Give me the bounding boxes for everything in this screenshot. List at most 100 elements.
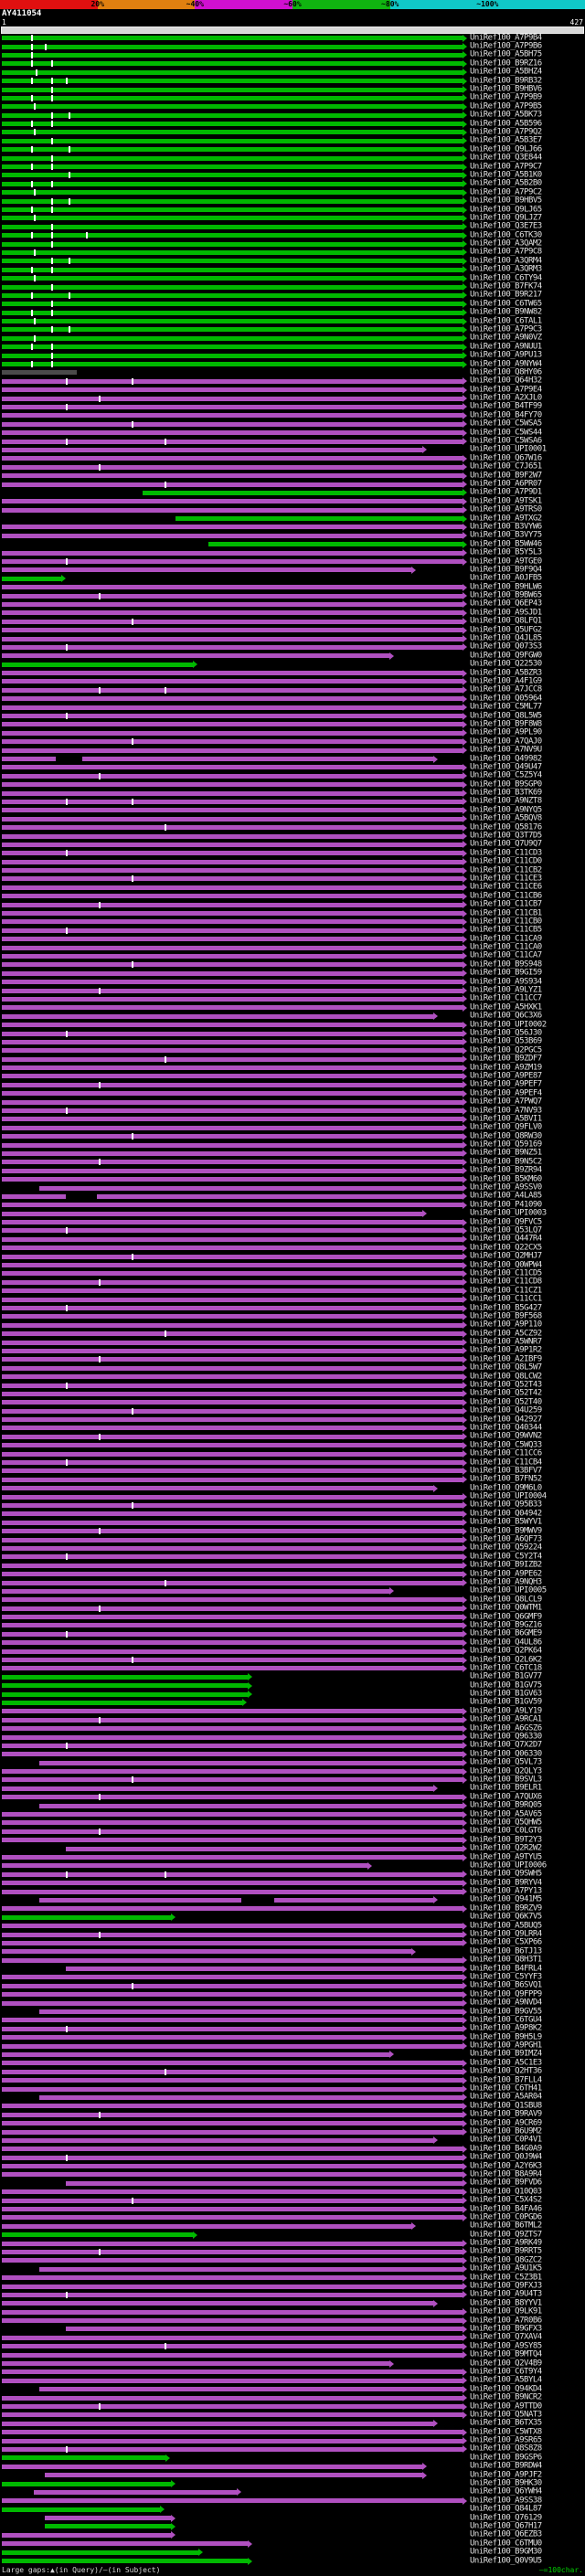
hit-bar[interactable] [2, 1306, 463, 1310]
hit-bar[interactable] [2, 1477, 463, 1482]
hit-label[interactable]: UniRef100_C5Z5Y4 [470, 770, 542, 780]
hit-label[interactable]: UniRef100_Q8L5W5 [470, 711, 542, 721]
hit-bar[interactable] [2, 1597, 463, 1603]
hit-label[interactable]: UniRef100_A9P1R2 [470, 1345, 542, 1355]
hit-bar[interactable] [2, 2147, 463, 2152]
hit-label[interactable]: UniRef100_C0PGD6 [470, 2212, 542, 2222]
hit-bar[interactable] [2, 714, 463, 719]
hit-bar[interactable] [2, 644, 463, 650]
hit-label[interactable]: UniRef100_C11CD0 [470, 856, 542, 866]
hit-bar[interactable] [2, 130, 463, 135]
hit-label[interactable]: UniRef100_Q2V4B9 [470, 2359, 542, 2369]
hit-label[interactable]: UniRef100_B9T2Y3 [470, 1835, 542, 1845]
hit-bar[interactable] [2, 1297, 463, 1302]
hit-label[interactable]: UniRef100_A7PWQ7 [470, 1097, 542, 1107]
hit-label[interactable]: UniRef100_Q6K7V5 [470, 1912, 542, 1922]
hit-bar[interactable] [2, 482, 463, 487]
hit-bar[interactable] [2, 2215, 463, 2221]
hit-label[interactable]: UniRef100_A5B3E7 [470, 135, 542, 145]
hit-bar[interactable] [38, 1803, 463, 1808]
hit-bar[interactable] [2, 2189, 463, 2195]
hit-label[interactable]: UniRef100_C6TMU0 [470, 2539, 542, 2549]
hit-label[interactable]: UniRef100_A7NV93 [470, 1106, 542, 1116]
hit-bar[interactable] [38, 1760, 463, 1765]
hit-label[interactable]: UniRef100_Q2HT36 [470, 2066, 542, 2076]
hit-bar[interactable] [2, 1769, 463, 1775]
hit-bar[interactable] [2, 1932, 463, 1937]
hit-bar[interactable] [2, 2104, 463, 2109]
hit-bar[interactable] [2, 1460, 463, 1466]
hit-label[interactable]: UniRef100_B9GFX3 [470, 2324, 542, 2334]
hit-label[interactable]: UniRef100_A5C1E3 [470, 2058, 542, 2068]
hit-label[interactable]: UniRef100_Q3T7D5 [470, 831, 542, 841]
hit-label[interactable]: UniRef100_Q5QHW5 [470, 1818, 542, 1828]
hit-bar[interactable] [2, 233, 463, 239]
hit-bar[interactable] [2, 1494, 463, 1500]
hit-label[interactable]: UniRef100_B6SVQ1 [470, 1980, 542, 1990]
hit-bar[interactable] [2, 2549, 198, 2555]
hit-label[interactable]: UniRef100_Q9FLV0 [470, 1122, 542, 1132]
hit-bar[interactable] [2, 1322, 463, 1328]
hit-bar[interactable] [2, 1348, 463, 1353]
hit-label[interactable]: UniRef100_Q9M6L0 [470, 1483, 542, 1493]
hit-label[interactable]: UniRef100_C11CA0 [470, 942, 542, 952]
hit-bar[interactable] [2, 1855, 463, 1860]
hit-label[interactable]: UniRef100_A5CZ92 [470, 1329, 542, 1339]
hit-bar[interactable] [2, 1417, 463, 1423]
hit-bar[interactable] [2, 773, 463, 779]
hit-bar[interactable] [2, 1246, 463, 1251]
hit-bar[interactable] [2, 2541, 248, 2547]
hit-bar[interactable] [2, 1924, 463, 1929]
hit-bar[interactable] [2, 559, 463, 565]
hit-label[interactable]: UniRef100_C11CD5 [470, 1268, 542, 1278]
hit-label[interactable]: UniRef100_A5B1K0 [470, 170, 542, 180]
hit-label[interactable]: UniRef100_C6TW65 [470, 299, 542, 309]
hit-label[interactable]: UniRef100_B9GM30 [470, 2547, 542, 2557]
hit-label[interactable]: UniRef100_C0P4V1 [470, 2135, 542, 2145]
hit-label[interactable]: UniRef100_A9U4T3 [470, 2289, 542, 2299]
hit-label[interactable]: UniRef100_C5Z3B1 [470, 2273, 542, 2283]
hit-label[interactable]: UniRef100_A9PJF2 [470, 2470, 542, 2480]
hit-bar[interactable] [2, 782, 463, 788]
hit-bar[interactable] [2, 292, 463, 298]
hit-label[interactable]: UniRef100_A7PY13 [470, 1886, 542, 1896]
hit-bar[interactable] [2, 1400, 463, 1405]
hit-label[interactable]: UniRef100_B7FK74 [470, 281, 542, 292]
hit-bar[interactable] [2, 2026, 463, 2031]
hit-bar[interactable] [2, 241, 463, 247]
hit-label[interactable]: UniRef100_C11CB2 [470, 865, 542, 875]
hit-label[interactable]: UniRef100_C6TY94 [470, 273, 542, 283]
hit-bar[interactable] [2, 610, 463, 616]
hit-label[interactable]: UniRef100_C5WTX8 [470, 2427, 542, 2437]
hit-bar[interactable] [2, 1091, 463, 1097]
hit-label[interactable]: UniRef100_Q9LRR4 [470, 1929, 542, 1939]
hit-bar[interactable] [2, 730, 463, 736]
hit-bar[interactable] [2, 2172, 463, 2178]
hit-bar[interactable] [2, 1863, 368, 1869]
hit-bar[interactable] [2, 1005, 463, 1011]
hit-bar[interactable] [2, 2241, 463, 2246]
hit-label[interactable]: UniRef100_A9LY19 [470, 1706, 542, 1716]
hit-label[interactable]: UniRef100_Q2R2W2 [470, 1843, 542, 1853]
hit-bar[interactable] [2, 1203, 463, 1208]
hit-label[interactable]: UniRef100_B4G0A9 [470, 2144, 542, 2154]
hit-label[interactable]: UniRef100_C11CB4 [470, 1458, 542, 1468]
hit-bar[interactable] [2, 95, 463, 101]
hit-bar[interactable] [2, 1134, 463, 1140]
hit-label[interactable]: UniRef100_Q53LQ7 [470, 1225, 542, 1235]
hit-bar[interactable] [2, 1391, 463, 1396]
hit-bar[interactable] [2, 224, 463, 229]
hit-bar[interactable] [2, 1271, 463, 1277]
hit-bar[interactable] [2, 1545, 463, 1551]
hit-bar[interactable] [143, 490, 463, 495]
hit-bar[interactable] [2, 69, 463, 75]
hit-label[interactable]: UniRef100_Q7X2D7 [470, 1740, 542, 1750]
hit-label[interactable]: UniRef100_Q9WVN2 [470, 1431, 542, 1441]
hit-label[interactable]: UniRef100_Q10Q03 [470, 2187, 542, 2197]
hit-label[interactable]: UniRef100_A5AR04 [470, 2092, 542, 2102]
hit-label[interactable]: UniRef100_UPI0005 [470, 1585, 547, 1595]
hit-label[interactable]: UniRef100_A9SS38 [470, 2496, 542, 2506]
hit-bar[interactable] [2, 387, 463, 393]
hit-label[interactable]: UniRef100_A6QF73 [470, 1534, 542, 1544]
hit-label[interactable]: UniRef100_Q76129 [470, 2513, 542, 2523]
